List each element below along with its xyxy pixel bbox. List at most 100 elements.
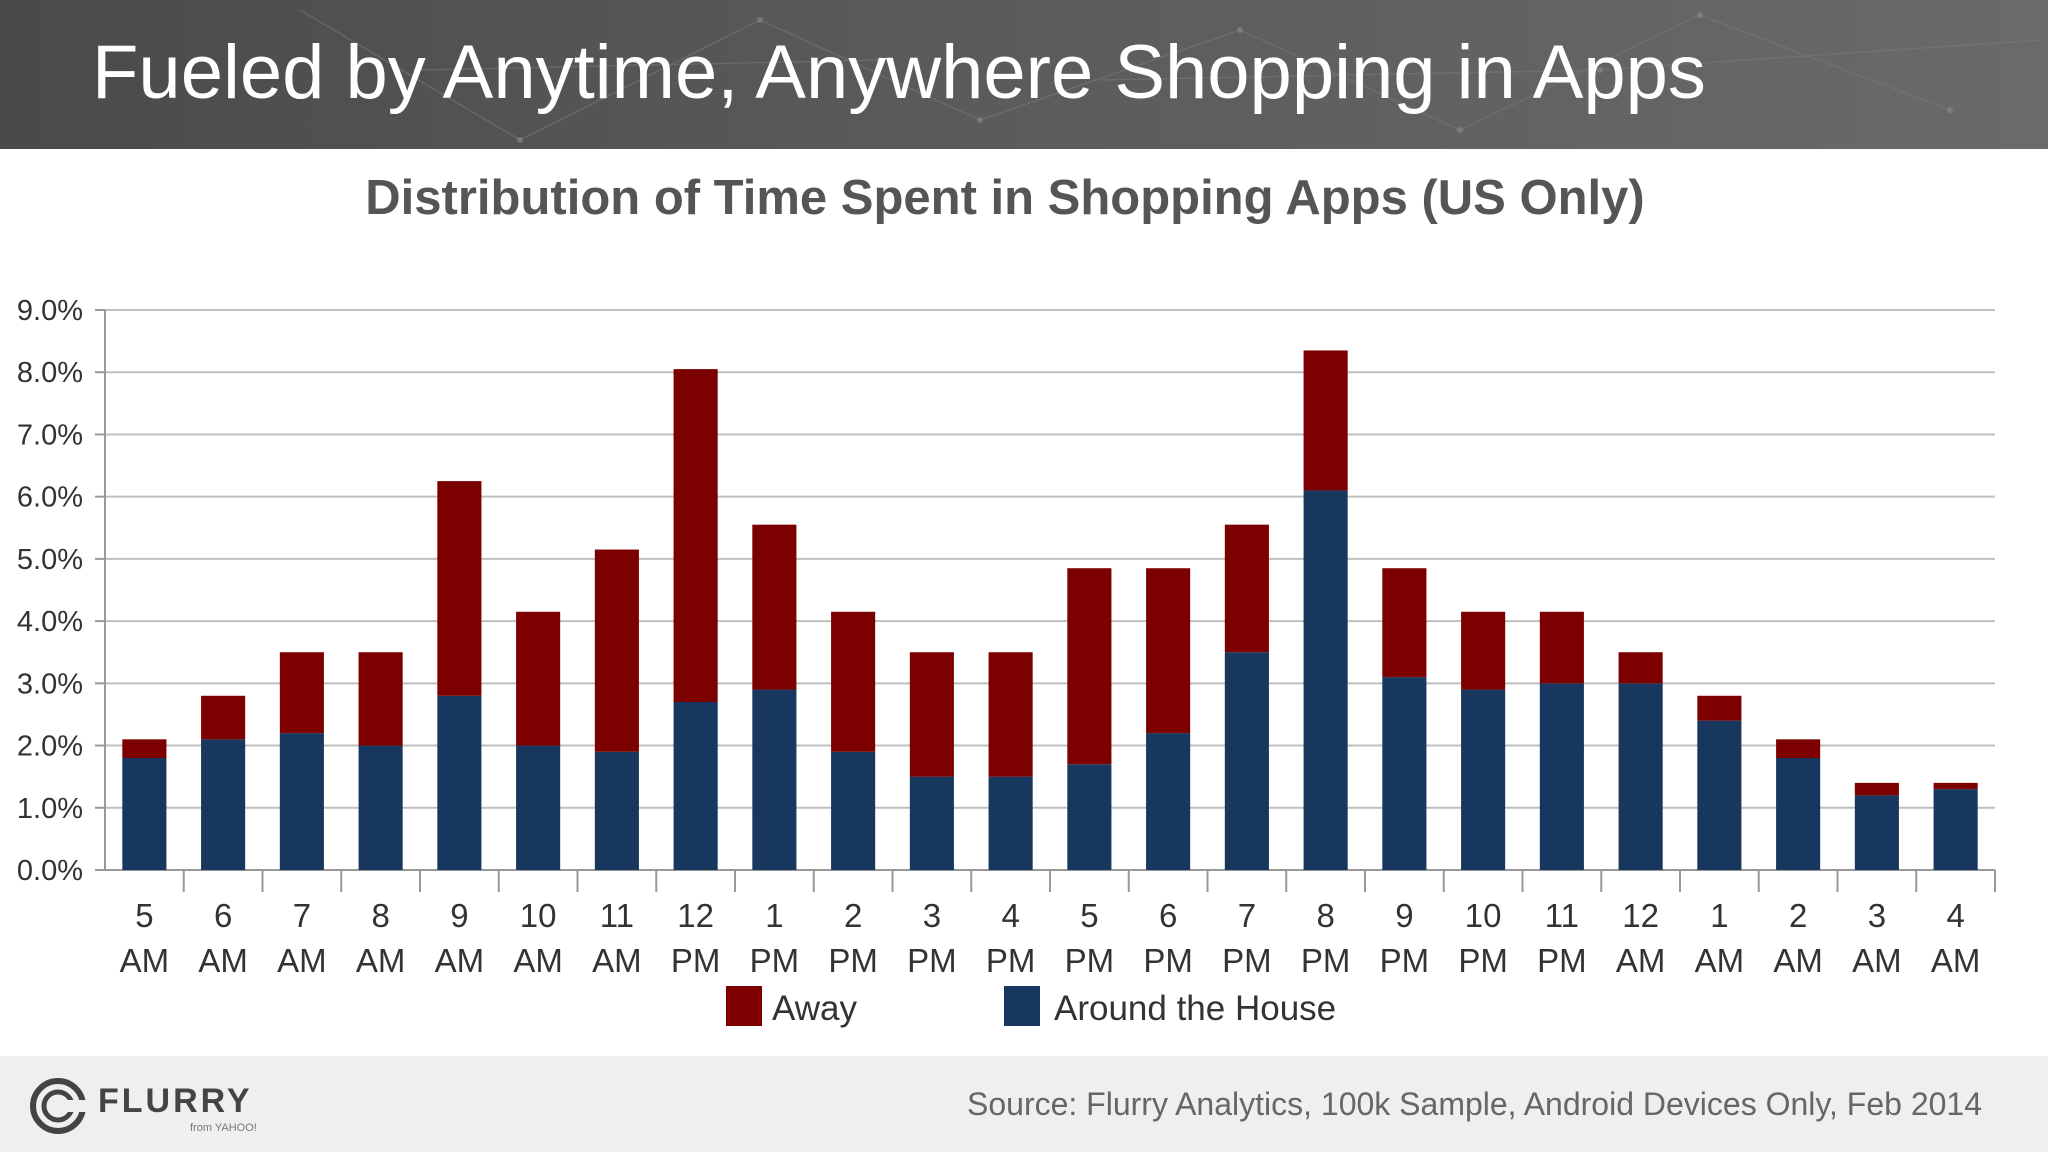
- bar-away: [122, 739, 167, 758]
- bar-away: [1382, 568, 1427, 678]
- bar-around-the-house: [988, 776, 1033, 870]
- bar-away: [909, 652, 954, 777]
- chart-title: Distribution of Time Spent in Shopping A…: [365, 171, 1645, 225]
- bar-around-the-house: [279, 733, 324, 870]
- x-tick-label: AM: [356, 942, 406, 979]
- bar-away: [516, 611, 561, 746]
- x-tick-label: AM: [198, 942, 248, 979]
- bar-away: [1146, 568, 1191, 734]
- x-tick-label: PM: [1537, 942, 1587, 979]
- source-note: Source: Flurry Analytics, 100k Sample, A…: [967, 1086, 1982, 1122]
- x-tick-label: 6: [1159, 897, 1177, 934]
- x-tick-label: AM: [1931, 942, 1981, 979]
- bar-around-the-house: [1697, 720, 1742, 870]
- bar-away: [673, 369, 718, 702]
- x-tick-label: PM: [828, 942, 878, 979]
- bar-away: [988, 652, 1033, 777]
- bar-around-the-house: [1776, 758, 1821, 870]
- bar-away: [1539, 611, 1584, 684]
- x-tick-label: PM: [1301, 942, 1351, 979]
- bar-around-the-house: [1146, 733, 1191, 870]
- bar-around-the-house: [594, 751, 639, 870]
- bar-around-the-house: [909, 776, 954, 870]
- bar-around-the-house: [1382, 677, 1427, 870]
- y-tick-label: 0.0%: [17, 855, 83, 887]
- y-tick-label: 2.0%: [17, 731, 83, 763]
- bar-around-the-house: [1854, 795, 1899, 870]
- bar-around-the-house: [1303, 490, 1348, 870]
- legend-swatch-away: [726, 986, 762, 1026]
- x-tick-label: 10: [1465, 897, 1502, 934]
- x-tick-label: 3: [923, 897, 941, 934]
- bar-away: [1933, 782, 1978, 790]
- flurry-logo-subtext: from YAHOO!: [190, 1122, 257, 1134]
- bar-around-the-house: [1461, 689, 1506, 870]
- x-tick-label: AM: [1695, 942, 1745, 979]
- x-tick-label: 9: [450, 897, 468, 934]
- x-tick-label: AM: [277, 942, 327, 979]
- x-tick-label: 2: [1789, 897, 1807, 934]
- bar-away: [1618, 652, 1663, 684]
- bar-around-the-house: [201, 739, 246, 870]
- x-tick-label: PM: [907, 942, 957, 979]
- y-tick-label: 8.0%: [17, 357, 83, 389]
- bar-away: [831, 611, 876, 752]
- bar-away: [1224, 524, 1269, 653]
- bar-away: [1067, 568, 1112, 765]
- x-tick-label: PM: [1143, 942, 1193, 979]
- x-tick-label: 5: [1080, 897, 1098, 934]
- slide-title: Fueled by Anytime, Anywhere Shopping in …: [92, 30, 1706, 115]
- x-tick-label: AM: [592, 942, 642, 979]
- x-tick-label: PM: [986, 942, 1036, 979]
- x-tick-label: PM: [1065, 942, 1115, 979]
- x-tick-label: PM: [1458, 942, 1508, 979]
- bar-around-the-house: [1067, 764, 1112, 870]
- bar-around-the-house: [358, 745, 403, 870]
- flurry-logo: FLURRY from YAHOO!: [30, 1076, 270, 1136]
- x-tick-label: 7: [293, 897, 311, 934]
- y-tick-label: 1.0%: [17, 793, 83, 825]
- bar-around-the-house: [122, 758, 167, 870]
- x-tick-label: PM: [671, 942, 721, 979]
- bar-away: [1854, 782, 1899, 796]
- x-tick-label: PM: [1380, 942, 1430, 979]
- x-tick-label: AM: [513, 942, 563, 979]
- x-tick-label: 12: [677, 897, 714, 934]
- x-tick-label: 8: [371, 897, 389, 934]
- x-tick-label: PM: [1222, 942, 1272, 979]
- bar-away: [1461, 611, 1506, 690]
- bar-away: [1697, 695, 1742, 721]
- x-tick-label: 4: [1001, 897, 1019, 934]
- stacked-bar-chart: 0.0% 1.0% 2.0% 3.0% 4.0% 5.0% 6.0% 7.0% 8.0% 9.0%…: [17, 295, 1996, 1028]
- bar-away: [201, 695, 246, 740]
- bar-away: [1303, 350, 1348, 491]
- bar-around-the-house: [1539, 683, 1584, 870]
- x-tick-label: AM: [1773, 942, 1823, 979]
- bar-away: [594, 549, 639, 752]
- bar-away: [1776, 739, 1821, 758]
- x-tick-label: 11: [600, 897, 634, 934]
- bar-away: [437, 481, 482, 696]
- bar-around-the-house: [673, 702, 718, 870]
- x-tick-label: AM: [435, 942, 485, 979]
- y-tick-label: 6.0%: [17, 482, 83, 514]
- bar-around-the-house: [516, 745, 561, 870]
- x-tick-label: AM: [1852, 942, 1902, 979]
- y-tick-label: 3.0%: [17, 668, 83, 700]
- x-tick-label: 1: [1710, 897, 1728, 934]
- slide-header: Fueled by Anytime, Anywhere Shopping in …: [0, 0, 2048, 149]
- network-pattern-decoration: [299, 9, 2041, 143]
- x-tick-label: AM: [1616, 942, 1666, 979]
- x-tick-label: 9: [1395, 897, 1413, 934]
- flurry-logo-icon: [30, 1078, 88, 1134]
- x-tick-label: 3: [1868, 897, 1886, 934]
- y-tick-label: 7.0%: [17, 419, 83, 451]
- x-tick-label: PM: [750, 942, 800, 979]
- y-tick-label: 4.0%: [17, 606, 83, 638]
- bar-around-the-house: [437, 695, 482, 870]
- x-tick-label: 7: [1238, 897, 1256, 934]
- legend-swatch-around-the-house: [1004, 986, 1040, 1026]
- bar-away: [358, 652, 403, 746]
- bar-around-the-house: [831, 751, 876, 870]
- bar-around-the-house: [1933, 789, 1978, 870]
